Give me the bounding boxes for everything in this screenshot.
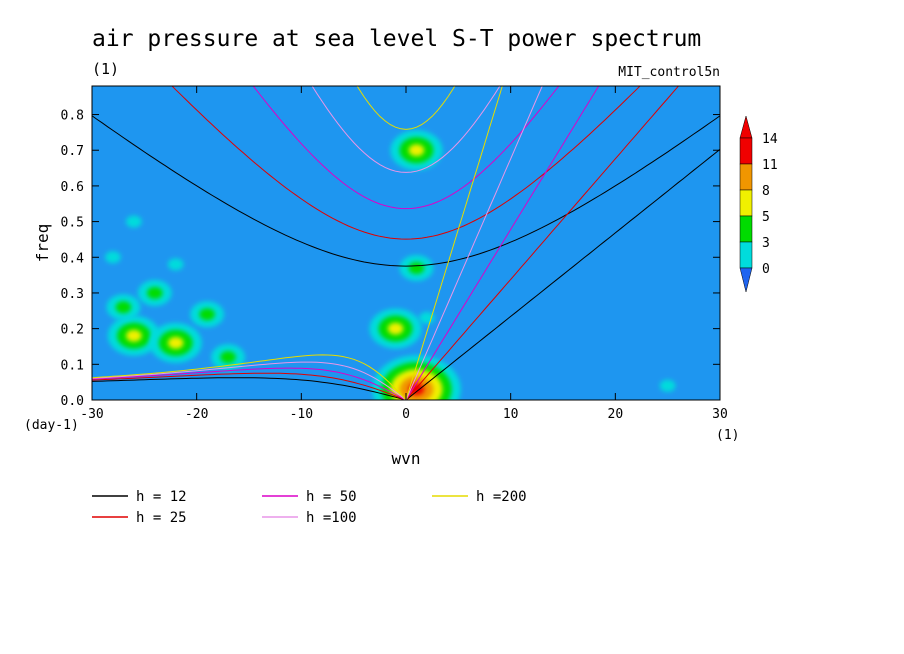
kelvin-curve	[405, 86, 543, 400]
x-axis-units: (1)	[716, 428, 739, 443]
y-tick-label: 0.2	[61, 323, 84, 338]
rossby-curve	[92, 361, 407, 400]
colorbar-segment	[739, 241, 753, 269]
y-axis: 0.0 0.1 0.2 0.3 0.4 0.5 0.6 0.7 0.8	[61, 109, 720, 409]
y-tick-label: 0.6	[61, 180, 84, 195]
chart-subtitle-right: MIT_control5n	[618, 65, 720, 80]
field-patch	[408, 261, 425, 274]
colorbar-top-arrow	[739, 115, 753, 139]
x-axis: -30 -20 -10 0 10 20 30	[80, 86, 728, 422]
legend: h = 12 h = 25 h = 50 h =100 h =200	[92, 489, 527, 526]
colorbar-label: 3	[762, 236, 770, 251]
field-patch	[659, 379, 676, 392]
field-patch	[408, 144, 425, 157]
inertia-gravity-curve	[252, 86, 560, 210]
kelvin-curve	[405, 148, 720, 400]
legend-label: h = 50	[306, 489, 357, 505]
field-patch	[126, 215, 142, 228]
y-tick-label: 0.1	[61, 358, 84, 373]
field-patch	[220, 351, 236, 364]
rossby-curve	[92, 377, 407, 400]
y-axis-units: (day-1)	[24, 418, 79, 433]
field-patch	[387, 322, 404, 335]
dispersion-curves	[92, 86, 720, 400]
inertia-gravity-curve	[356, 86, 456, 130]
y-axis-label: freq	[33, 224, 52, 263]
inertia-gravity-curve	[171, 86, 641, 240]
y-tick-label: 0.8	[61, 109, 84, 124]
colorbar-label: 14	[762, 132, 778, 147]
y-tick-label: 0.5	[61, 216, 84, 231]
field-patch	[167, 336, 184, 349]
x-tick-label: -20	[185, 407, 208, 422]
rossby-curve	[92, 367, 407, 400]
field-patch	[115, 301, 132, 314]
field-patch	[167, 258, 184, 271]
legend-label: h =100	[306, 510, 357, 526]
legend-label: h = 25	[136, 510, 187, 526]
chart-subtitle-left: (1)	[92, 60, 119, 78]
rossby-curve	[92, 372, 407, 400]
colorbar-segment	[739, 215, 753, 243]
x-tick-label: 30	[712, 407, 728, 422]
x-tick-label: -10	[290, 407, 313, 422]
colorbar-segment	[739, 137, 753, 165]
colorbar-segment	[739, 163, 753, 191]
x-tick-label: 20	[608, 407, 624, 422]
colorbar-bottom-arrow	[739, 267, 753, 293]
field-patch	[126, 329, 142, 342]
chart-title: air pressure at sea level S-T power spec…	[92, 26, 701, 52]
kelvin-curve	[405, 86, 600, 400]
colorbar-label: 11	[762, 158, 778, 173]
y-tick-label: 0.3	[61, 287, 84, 302]
kelvin-curve	[405, 86, 680, 400]
kelvin-curve	[405, 86, 503, 400]
colorbar-label: 5	[762, 210, 770, 225]
field-patch	[105, 251, 121, 264]
x-tick-label: 10	[503, 407, 519, 422]
legend-label: h =200	[476, 489, 527, 505]
field-patch	[419, 311, 435, 324]
y-tick-label: 0.7	[61, 144, 84, 159]
x-axis-label: wvn	[392, 449, 421, 468]
y-tick-label: 0.4	[61, 251, 85, 266]
y-tick-label: 0.0	[61, 394, 84, 409]
colorbar-segment	[739, 189, 753, 217]
rossby-curve	[92, 354, 407, 400]
field-patch	[199, 308, 215, 321]
colorbar-label: 8	[762, 184, 770, 199]
legend-label: h = 12	[136, 489, 187, 505]
inertia-gravity-curve	[92, 115, 720, 267]
colorbar-label: 0	[762, 262, 770, 277]
x-tick-label: -30	[80, 407, 103, 422]
colorbar: 0 3 5 8 11 14	[739, 115, 778, 293]
heatmap-field	[105, 130, 676, 400]
inertia-gravity-curve	[311, 86, 501, 173]
x-tick-label: 0	[402, 407, 410, 422]
field-patch	[147, 286, 163, 299]
